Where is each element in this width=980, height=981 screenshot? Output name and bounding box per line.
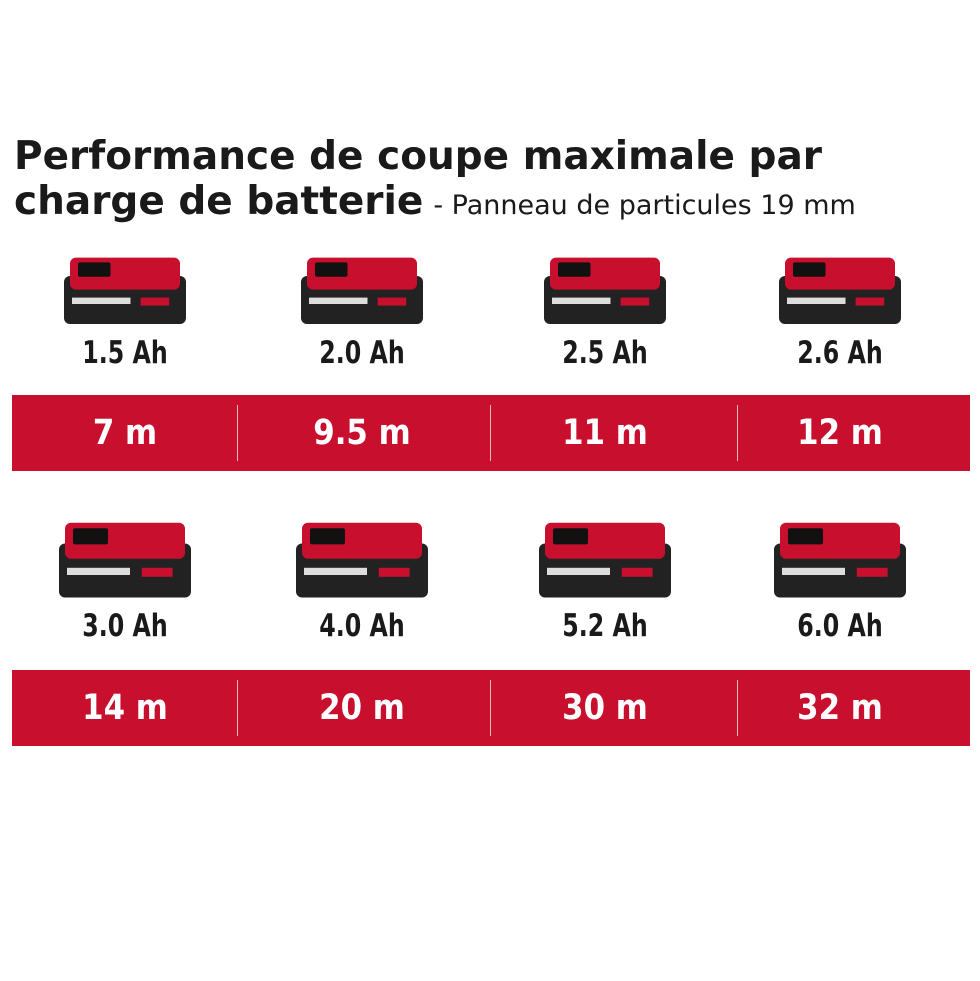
result-value: 14 m bbox=[82, 688, 168, 728]
battery-icon bbox=[64, 257, 186, 324]
capacity-label: 3.0 Ah bbox=[82, 608, 168, 644]
capacity-label: 2.6 Ah bbox=[797, 335, 883, 371]
battery-icon bbox=[296, 522, 428, 598]
battery-icon bbox=[301, 257, 423, 324]
result-band: 14 m 20 m 30 m 32 m bbox=[12, 670, 970, 746]
battery-icon bbox=[544, 257, 666, 324]
result-value: 7 m bbox=[92, 413, 158, 453]
capacity-label: 2.0 Ah bbox=[319, 335, 405, 371]
result-value: 30 m bbox=[562, 688, 648, 728]
divider bbox=[737, 680, 738, 736]
title-line: charge de batterie bbox=[14, 179, 424, 224]
battery-icon bbox=[779, 257, 901, 324]
capacity-label: 1.5 Ah bbox=[82, 335, 168, 371]
capacity-label: 5.2 Ah bbox=[562, 608, 648, 644]
divider bbox=[237, 405, 238, 461]
capacity-label: 6.0 Ah bbox=[797, 608, 883, 644]
result-value: 12 m bbox=[797, 413, 883, 453]
divider bbox=[490, 405, 491, 461]
result-band: 7 m 9.5 m 11 m 12 m bbox=[12, 395, 970, 471]
result-value: 11 m bbox=[562, 413, 648, 453]
result-value: 9.5 m bbox=[313, 413, 411, 453]
result-value: 32 m bbox=[797, 688, 883, 728]
capacity-label: 2.5 Ah bbox=[562, 335, 648, 371]
subtitle: - Panneau de particules 19 mm bbox=[433, 190, 856, 221]
title-line: Performance de coupe maximale par bbox=[14, 134, 822, 179]
title-line-wrap: charge de batterie - Panneau de particule… bbox=[14, 180, 856, 228]
capacity-label: 4.0 Ah bbox=[319, 608, 405, 644]
battery-icon bbox=[59, 522, 191, 598]
battery-icon bbox=[539, 522, 671, 598]
divider bbox=[237, 680, 238, 736]
battery-icon bbox=[774, 522, 906, 598]
divider bbox=[737, 405, 738, 461]
divider bbox=[490, 680, 491, 736]
result-value: 20 m bbox=[319, 688, 405, 728]
